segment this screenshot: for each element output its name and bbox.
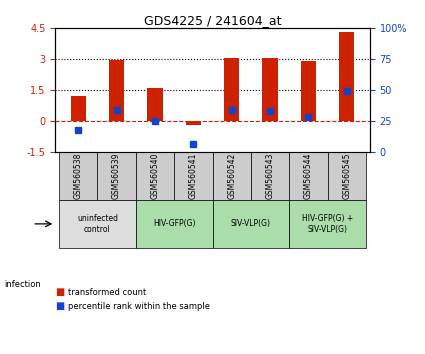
Bar (71, 96, 86, 121)
Text: transformed count: transformed count (68, 287, 146, 297)
Bar (147, 88, 163, 121)
Text: GSM560544: GSM560544 (304, 153, 313, 199)
Text: infection: infection (4, 280, 41, 290)
Bar (262, 58, 278, 121)
Text: uninfected
control: uninfected control (77, 214, 118, 234)
Text: GSM560543: GSM560543 (266, 153, 275, 199)
Bar (289, 200, 366, 248)
Bar (339, 33, 354, 121)
Text: HIV-GFP(G) +
SIV-VLP(G): HIV-GFP(G) + SIV-VLP(G) (302, 214, 353, 234)
Bar (212, 200, 289, 248)
Text: GSM560540: GSM560540 (150, 153, 159, 199)
Text: GSM560538: GSM560538 (74, 153, 83, 199)
Bar (136, 200, 212, 248)
Text: GSM560541: GSM560541 (189, 153, 198, 199)
Bar (136, 152, 174, 200)
Text: SIV-VLP(G): SIV-VLP(G) (231, 219, 271, 228)
Bar (328, 152, 366, 200)
Text: HIV-GFP(G): HIV-GFP(G) (153, 219, 196, 228)
Text: percentile rank within the sample: percentile rank within the sample (68, 302, 210, 311)
Text: ■: ■ (55, 301, 65, 311)
Bar (59, 200, 136, 248)
Text: ■: ■ (55, 287, 65, 297)
Bar (301, 61, 316, 121)
Text: GSM560539: GSM560539 (112, 153, 121, 199)
Text: GSM560545: GSM560545 (342, 153, 351, 199)
Bar (97, 152, 136, 200)
Bar (212, 152, 251, 200)
Bar (109, 60, 124, 121)
Bar (174, 152, 212, 200)
Bar (224, 58, 239, 121)
Bar (186, 121, 201, 125)
Bar (289, 152, 328, 200)
Bar (59, 152, 97, 200)
Bar (251, 152, 289, 200)
Title: GDS4225 / 241604_at: GDS4225 / 241604_at (144, 14, 281, 27)
Text: GSM560542: GSM560542 (227, 153, 236, 199)
